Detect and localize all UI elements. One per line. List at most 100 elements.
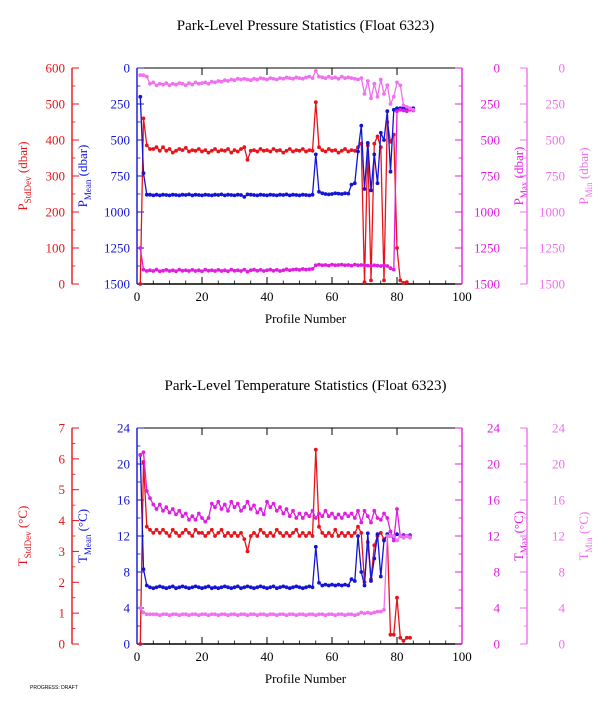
data-point — [141, 73, 146, 78]
data-point — [271, 501, 276, 506]
data-point — [346, 75, 351, 80]
data-point — [343, 582, 347, 587]
data-point — [346, 612, 351, 617]
data-point — [252, 531, 256, 535]
y-axis-mean: 0 4 8 12 16 20 24 TMean (°C) — [75, 421, 144, 652]
data-point — [196, 193, 201, 197]
y-axis-label-sub: StdDev — [23, 531, 33, 559]
data-point — [157, 613, 162, 618]
y-tick-label: 24 — [552, 421, 566, 436]
y-tick-label: 2 — [59, 575, 66, 590]
data-point — [190, 534, 195, 538]
data-point — [144, 269, 149, 273]
series-line — [139, 451, 410, 542]
y-axis-min: 0 4 8 12 16 20 24 TMin (°C) — [520, 421, 594, 652]
data-point — [265, 586, 269, 591]
data-point — [378, 264, 383, 268]
data-point — [219, 527, 224, 532]
data-point — [265, 499, 269, 504]
data-point — [287, 76, 292, 80]
data-point — [287, 612, 292, 617]
series-min — [138, 69, 416, 112]
data-point — [255, 534, 260, 538]
data-point — [356, 612, 360, 617]
data-point — [404, 109, 409, 114]
data-point — [174, 193, 178, 197]
data-point — [294, 516, 299, 520]
data-point — [248, 507, 253, 511]
data-point — [323, 613, 328, 618]
data-point — [255, 193, 260, 198]
data-point — [313, 544, 318, 549]
data-point — [193, 192, 198, 197]
data-point — [362, 611, 367, 616]
data-point — [346, 191, 351, 196]
x-tick-label: 20 — [196, 289, 209, 304]
data-point — [174, 586, 178, 591]
data-point — [209, 586, 214, 591]
y-tick-label: 8 — [559, 565, 566, 580]
data-point — [284, 267, 289, 272]
y-tick-label: 0 — [59, 277, 66, 292]
data-point — [401, 535, 406, 540]
data-point — [349, 534, 354, 538]
data-point — [144, 74, 149, 79]
y-tick-label: 6 — [59, 451, 66, 466]
data-point — [317, 74, 321, 79]
data-point — [339, 262, 344, 267]
data-point — [404, 534, 409, 538]
y-axis-label-sub: StdDev — [23, 176, 33, 204]
data-point — [274, 77, 279, 82]
data-point — [151, 586, 156, 591]
data-point — [206, 268, 211, 273]
y-tick-label: 1000 — [539, 205, 565, 220]
data-point — [307, 584, 312, 589]
data-point — [164, 505, 169, 510]
data-point — [346, 263, 351, 267]
data-point — [180, 268, 185, 273]
data-point — [213, 147, 217, 151]
data-point — [219, 79, 224, 84]
data-point — [170, 268, 175, 273]
data-point — [252, 193, 256, 197]
data-point — [193, 148, 198, 153]
data-point — [382, 92, 386, 96]
y-tick-label: 750 — [111, 169, 131, 184]
data-point — [395, 106, 399, 111]
data-point — [209, 501, 214, 506]
y-axis-label-main: P — [511, 198, 526, 205]
data-point — [271, 193, 276, 197]
data-point — [154, 612, 159, 617]
data-point — [154, 507, 159, 511]
data-point — [284, 613, 289, 618]
data-point — [252, 612, 256, 617]
y-axis-std: 0 1 2 3 4 5 6 7 TStdDev (°C) — [15, 421, 79, 652]
y-tick-label: 250 — [111, 97, 131, 112]
data-point — [369, 520, 373, 525]
chart-title: Park-Level Temperature Statistics (Float… — [165, 378, 447, 394]
data-point — [200, 193, 204, 198]
y-axis-label: TMax (°C) — [511, 511, 529, 561]
data-point — [196, 613, 201, 618]
data-point — [151, 531, 156, 535]
data-point — [284, 585, 289, 590]
data-point — [170, 584, 175, 589]
data-point — [408, 106, 412, 111]
data-point — [252, 267, 256, 272]
data-point — [164, 531, 169, 535]
data-point — [174, 148, 178, 153]
data-point — [310, 192, 315, 197]
data-point — [349, 577, 354, 582]
data-point — [138, 246, 143, 250]
data-point — [235, 149, 240, 154]
data-point — [213, 585, 217, 590]
data-point — [300, 76, 305, 81]
data-point — [378, 574, 383, 579]
data-point — [229, 586, 234, 591]
data-point — [209, 148, 214, 153]
data-point — [161, 145, 165, 150]
data-point — [300, 192, 305, 197]
data-point — [297, 76, 302, 80]
data-point — [255, 613, 260, 618]
x-axis-label: Profile Number — [265, 671, 347, 686]
